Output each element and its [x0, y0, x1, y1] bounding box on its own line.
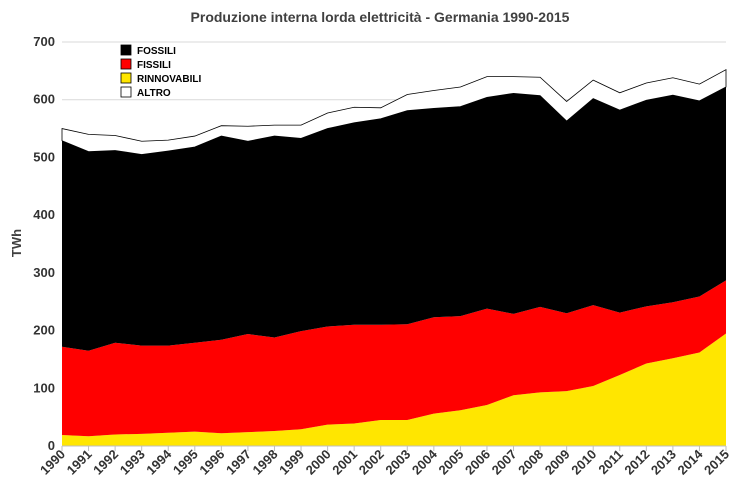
stacked-areas: [61, 69, 727, 447]
area-altro: [61, 69, 727, 155]
legend-swatch-fossili: [120, 44, 132, 56]
y-tick-label-100: 100: [33, 380, 55, 395]
area-fissili: [62, 280, 726, 437]
chart-title: Produzione interna lorda elettricità - G…: [191, 9, 570, 25]
legend-label-fossili: FOSSILI: [137, 46, 176, 57]
y-tick-label-300: 300: [33, 265, 55, 280]
area-rinnovabili: [62, 333, 726, 446]
legend-swatch-fissili: [120, 58, 132, 70]
legend-swatch-rinnovabili: [120, 72, 132, 84]
y-tick-label-400: 400: [33, 207, 55, 222]
y-tick-label-600: 600: [33, 92, 55, 107]
legend-label-rinnovabili: RINNOVABILI: [137, 74, 201, 85]
y-axis-ticks: 0 100 200 300 400 500 600 700: [33, 34, 55, 453]
y-tick-label-0: 0: [48, 438, 55, 453]
y-tick-label-500: 500: [33, 149, 55, 164]
legend-swatch-altro: [120, 86, 132, 98]
y-tick-label-200: 200: [33, 323, 55, 338]
area-fossili: [62, 87, 726, 351]
legend: FOSSILI FISSILI RINNOVABILI ALTRO: [120, 44, 201, 99]
y-tick-label-700: 700: [33, 34, 55, 49]
legend-label-altro: ALTRO: [137, 88, 171, 99]
y-axis-label: TWh: [9, 229, 24, 257]
legend-label-fissili: FISSILI: [137, 60, 171, 71]
